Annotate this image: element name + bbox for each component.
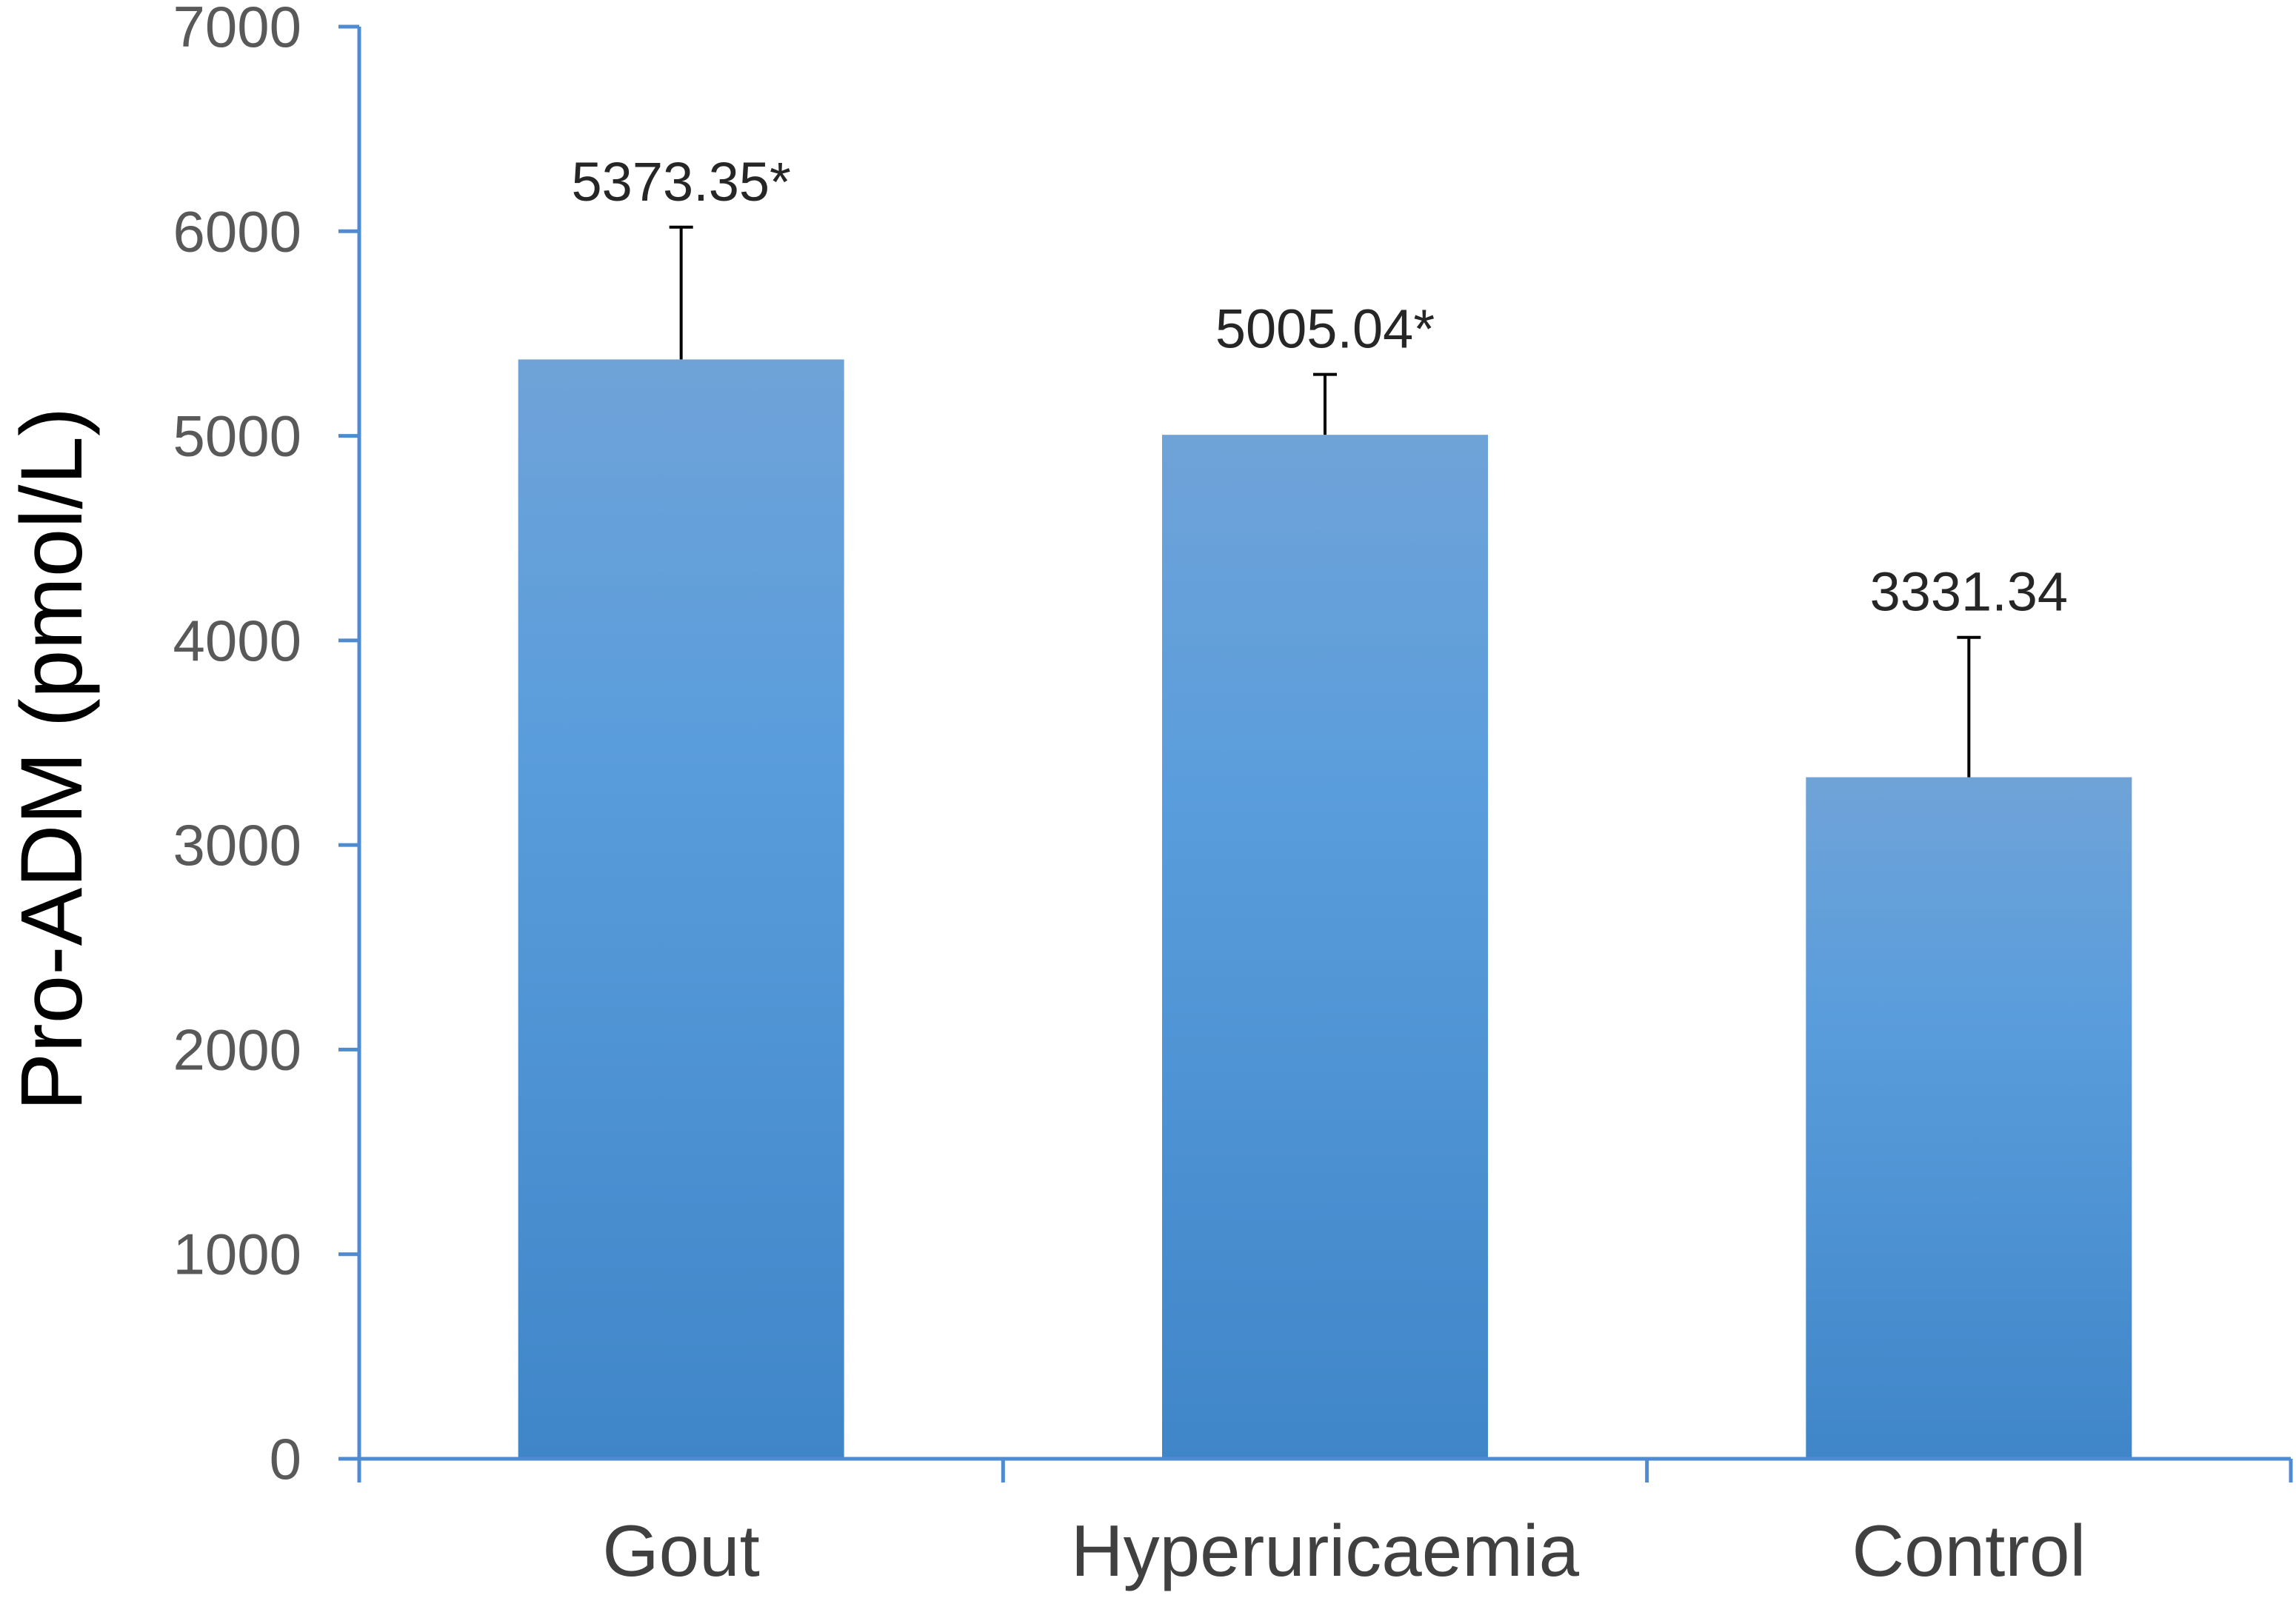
y-tick-label: 4000 (173, 608, 301, 673)
y-tick-label: 2000 (173, 1017, 301, 1082)
axes-layer (338, 24, 2293, 1482)
tick-labels-layer: Gout Hyperuricaemia Control 0 1000 2000 3000 40… (173, 0, 2086, 1591)
y-tick-label: 0 (270, 1426, 301, 1491)
error-bars-layer (669, 225, 1981, 778)
data-label: 5373.35* (572, 151, 791, 213)
y-tick-label: 5000 (173, 404, 301, 469)
bar (518, 359, 844, 1459)
y-tick-label: 1000 (173, 1222, 301, 1287)
bars-layer (518, 359, 2132, 1459)
bar (1162, 435, 1488, 1459)
y-tick-label: 7000 (173, 0, 301, 59)
bar (1806, 777, 2132, 1459)
x-tick-label: Hyperuricaemia (1071, 1510, 1580, 1591)
y-tick-label: 3000 (173, 812, 301, 877)
y-axis-title: Pro-ADM (pmol/L) (3, 407, 101, 1111)
x-tick-label: Gout (602, 1510, 759, 1591)
data-label: 5005.04* (1215, 298, 1435, 360)
x-tick-label: Control (1852, 1510, 2086, 1591)
y-tick-label: 6000 (173, 198, 301, 264)
data-label: 3331.34 (1870, 561, 2069, 623)
data-labels-layer: 5373.35* 5005.04* 3331.34 (572, 151, 2069, 623)
